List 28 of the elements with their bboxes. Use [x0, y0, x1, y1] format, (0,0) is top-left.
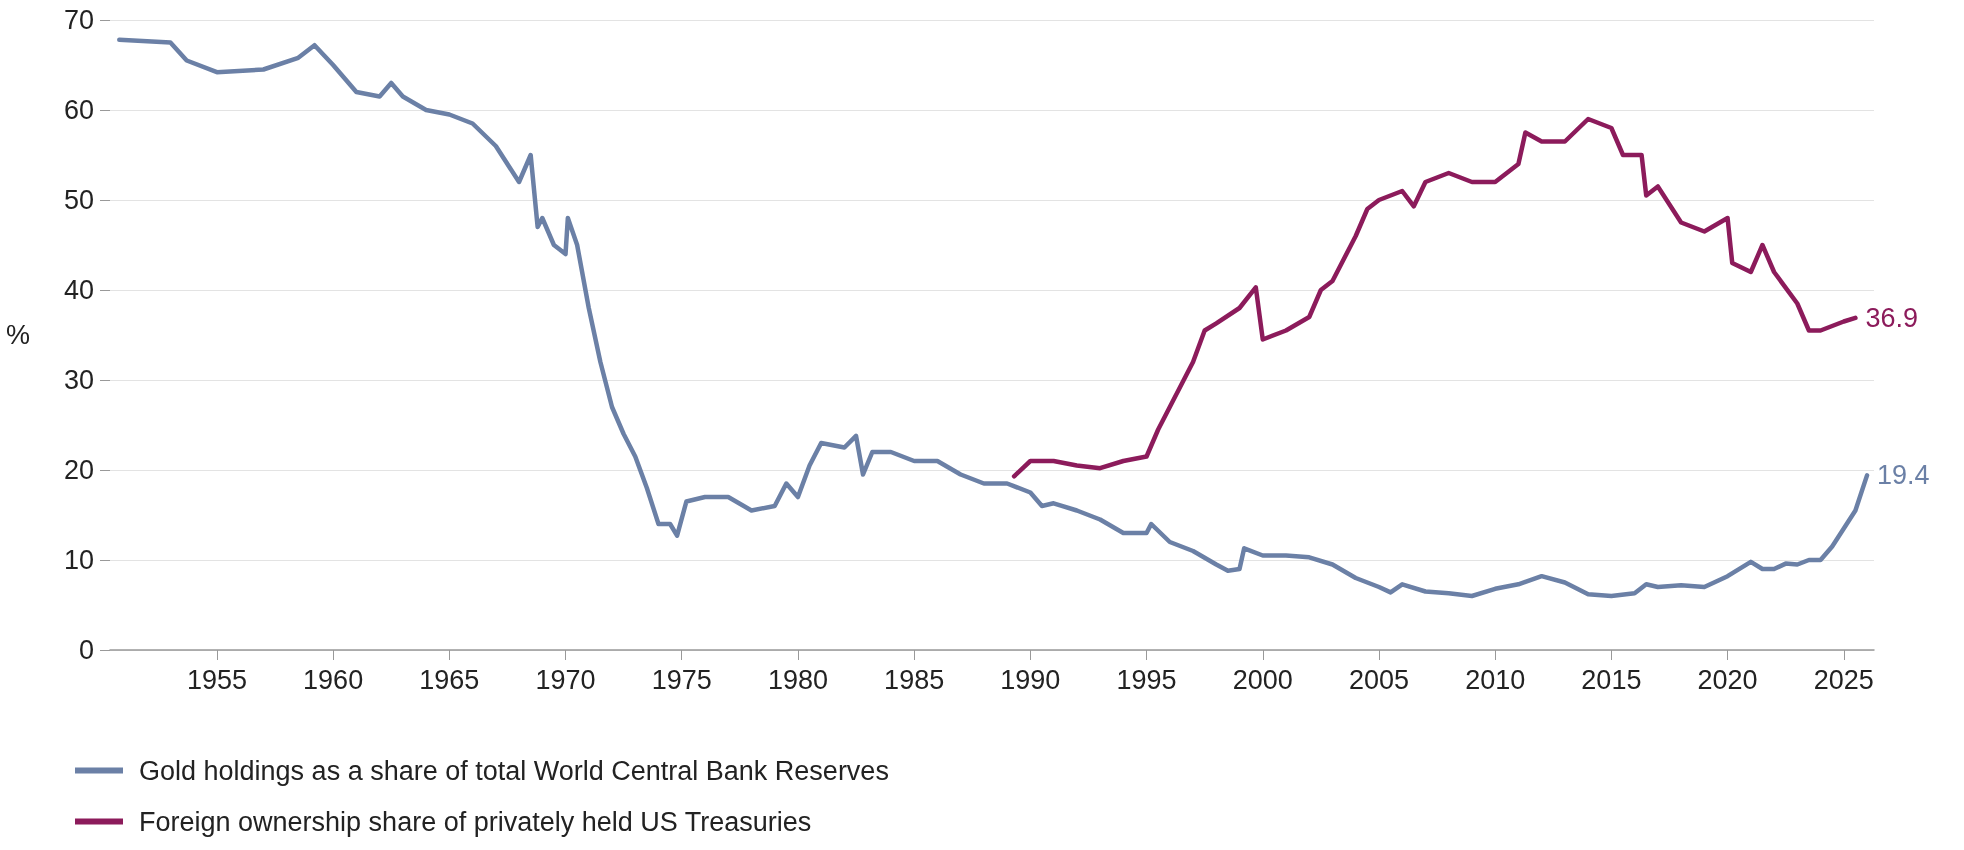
x-tick-label: 1990 [1000, 664, 1061, 695]
y-tick-label: 0 [78, 635, 94, 665]
x-tick-label: 1975 [651, 664, 712, 695]
x-tick-label: 1960 [303, 664, 364, 695]
x-tick-label: 2005 [1348, 664, 1409, 695]
x-tick-label: 2010 [1465, 664, 1526, 695]
y-tick-label: 20 [63, 455, 94, 485]
legend-label: Gold holdings as a share of total World Central Bank Reserves [139, 755, 889, 786]
data-label: 36.9 [1865, 302, 1918, 333]
x-tick-label: 2000 [1232, 664, 1293, 695]
x-tick-label: 1995 [1116, 664, 1177, 695]
x-tick-label: 1965 [419, 664, 480, 695]
y-tick-label: 10 [63, 545, 94, 575]
x-tick-label: 2020 [1697, 664, 1758, 695]
y-tick-label: 40 [63, 275, 94, 305]
legend-label: Foreign ownership share of privately held US Treasuries [139, 806, 812, 837]
y-tick-label: 50 [63, 185, 94, 215]
x-tick-label: 1985 [884, 664, 945, 695]
y-axis-title: % [5, 320, 30, 350]
x-tick-label: 2025 [1813, 664, 1874, 695]
x-tick-label: 2015 [1581, 664, 1642, 695]
x-tick-label: 1980 [767, 664, 828, 695]
y-tick-label: 60 [63, 95, 94, 125]
x-tick-label: 1955 [186, 664, 247, 695]
y-tick-label: 70 [63, 5, 94, 35]
data-label: 19.4 [1877, 460, 1930, 491]
y-tick-label: 30 [63, 365, 94, 395]
x-tick-label: 1970 [535, 664, 596, 695]
